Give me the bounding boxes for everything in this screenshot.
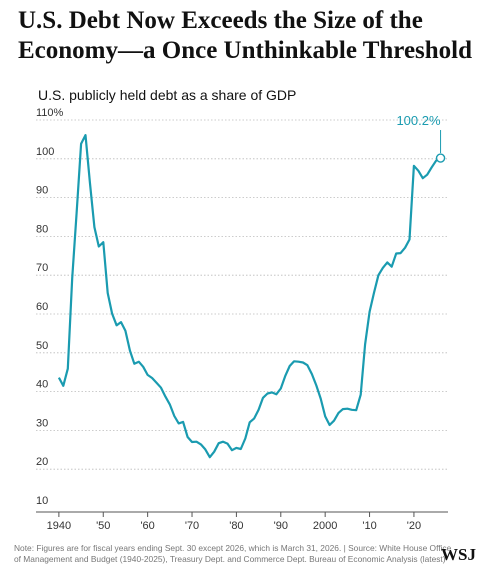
y-tick-label: 30 bbox=[36, 417, 48, 429]
x-tick-label: 2000 bbox=[313, 520, 337, 532]
y-tick-label: 70 bbox=[36, 262, 48, 274]
chart-subtitle: U.S. publicly held debt as a share of GD… bbox=[38, 87, 296, 103]
y-tick-label: 100 bbox=[36, 146, 54, 158]
x-tick-label: '10 bbox=[362, 520, 376, 532]
chart-title: U.S. Debt Now Exceeds the Size of the bbox=[18, 7, 423, 34]
source-note: Note: Figures are for fiscal years endin… bbox=[14, 543, 452, 553]
y-tick-label: 110% bbox=[36, 107, 64, 119]
y-tick-label: 60 bbox=[36, 301, 48, 313]
y-tick-label: 80 bbox=[36, 223, 48, 235]
y-tick-label: 90 bbox=[36, 185, 48, 197]
y-tick-label: 50 bbox=[36, 340, 48, 352]
x-tick-label: '90 bbox=[274, 520, 288, 532]
x-tick-label: '20 bbox=[407, 520, 421, 532]
data-label: 100.2% bbox=[396, 113, 441, 128]
end-point bbox=[435, 153, 446, 163]
x-tick-label: '80 bbox=[229, 520, 243, 532]
y-tick-label: 10 bbox=[36, 495, 48, 507]
x-tick-label: '70 bbox=[185, 520, 199, 532]
chart-title: Economy—a Once Unthinkable Threshold bbox=[18, 37, 472, 64]
source-note: of Management and Budget (1940-2025), Tr… bbox=[14, 554, 446, 564]
y-tick-label: 20 bbox=[36, 456, 48, 468]
data-line bbox=[57, 134, 442, 459]
x-tick-label: '60 bbox=[140, 520, 154, 532]
x-tick-label: '50 bbox=[96, 520, 110, 532]
x-tick-label: 1940 bbox=[47, 520, 71, 532]
y-tick-label: 40 bbox=[36, 379, 48, 391]
logo: WSJ bbox=[441, 545, 476, 564]
